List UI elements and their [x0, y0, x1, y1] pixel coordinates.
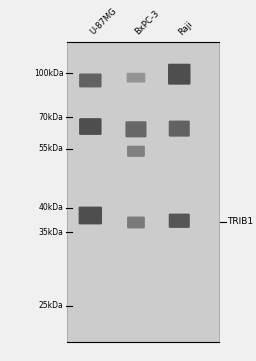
FancyBboxPatch shape [127, 73, 145, 83]
Text: 70kDa: 70kDa [39, 113, 63, 122]
FancyBboxPatch shape [79, 118, 102, 135]
FancyBboxPatch shape [169, 214, 190, 228]
Text: 40kDa: 40kDa [39, 203, 63, 212]
Text: BxPC-3: BxPC-3 [134, 9, 161, 37]
FancyBboxPatch shape [79, 206, 102, 225]
FancyBboxPatch shape [127, 217, 145, 229]
Text: Raji: Raji [177, 19, 194, 37]
Text: 25kDa: 25kDa [39, 301, 63, 310]
FancyBboxPatch shape [169, 121, 190, 137]
FancyBboxPatch shape [127, 146, 145, 157]
FancyBboxPatch shape [67, 42, 219, 342]
Text: U-87MG: U-87MG [88, 7, 118, 37]
FancyBboxPatch shape [79, 74, 102, 87]
Text: 35kDa: 35kDa [39, 228, 63, 237]
Text: TRIB1: TRIB1 [227, 217, 253, 226]
FancyBboxPatch shape [125, 121, 146, 137]
Text: 100kDa: 100kDa [34, 69, 63, 78]
FancyBboxPatch shape [168, 64, 190, 85]
Text: 55kDa: 55kDa [39, 144, 63, 153]
